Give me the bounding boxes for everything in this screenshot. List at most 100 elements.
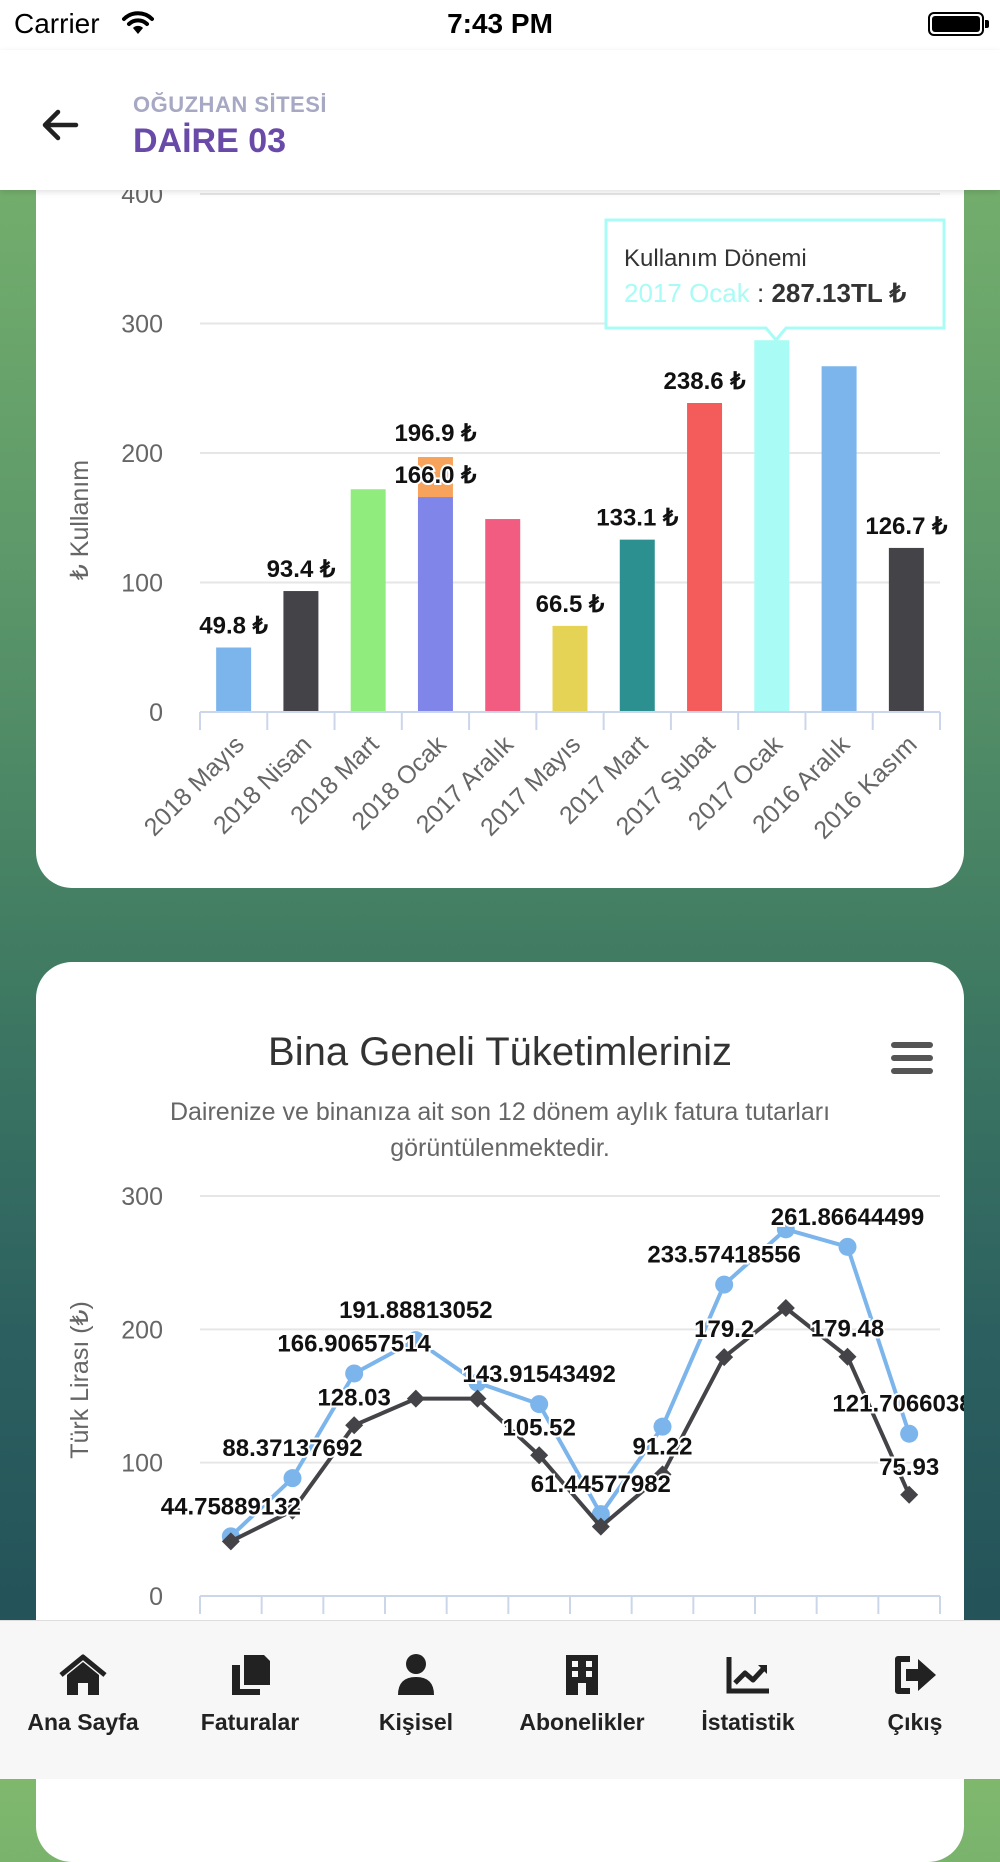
- bar[interactable]: [485, 519, 521, 712]
- data-point[interactable]: [900, 1485, 919, 1504]
- y-tick-label: 100: [121, 570, 163, 598]
- series-line: [229, 1306, 911, 1544]
- data-point[interactable]: [776, 1220, 795, 1239]
- bar[interactable]: [888, 547, 924, 712]
- data-point[interactable]: [653, 1465, 672, 1484]
- data-point[interactable]: [715, 1275, 734, 1294]
- building-icon: [566, 1655, 598, 1695]
- data-label: 238.6 ₺: [664, 368, 747, 395]
- nav-subscriptions[interactable]: Abonelikler: [507, 1653, 657, 1736]
- data-label: 128.03: [317, 1384, 390, 1411]
- data-point[interactable]: [283, 1501, 302, 1520]
- data-point[interactable]: [406, 1389, 425, 1408]
- battery-icon: [928, 12, 989, 36]
- data-label: 179.2: [694, 1316, 754, 1343]
- tooltip: Kullanım Dönemi 2017 Ocak : 287.13TL ₺: [604, 218, 946, 343]
- nav-label: Ana Sayfa: [27, 1709, 139, 1735]
- data-point[interactable]: [591, 1517, 610, 1536]
- y-tick-label: 200: [121, 440, 163, 468]
- y-axis-label: ₺ Kullanım: [66, 460, 94, 580]
- data-point[interactable]: [345, 1364, 364, 1383]
- bar[interactable]: [754, 340, 790, 712]
- data-point[interactable]: [283, 1469, 302, 1488]
- data-label: 143.91543492: [462, 1361, 616, 1388]
- bar[interactable]: [350, 489, 386, 712]
- sign-out-icon: [895, 1656, 936, 1694]
- data-label: 44.75889132: [161, 1493, 301, 1520]
- data-point[interactable]: [715, 1348, 734, 1367]
- bar[interactable]: [552, 625, 588, 712]
- data-label: 126.7 ₺: [865, 513, 948, 540]
- data-point[interactable]: [468, 1389, 487, 1408]
- data-point[interactable]: [530, 1395, 549, 1414]
- nav-label: Abonelikler: [519, 1709, 645, 1735]
- nav-logout[interactable]: Çıkış: [840, 1653, 990, 1736]
- series: [221, 1220, 919, 1551]
- data-label: 133.1 ₺: [596, 505, 679, 532]
- data-label: 75.93: [879, 1454, 939, 1481]
- y-tick-label: 0: [149, 699, 163, 727]
- data-point[interactable]: [838, 1237, 857, 1256]
- data-label: 61.44577982: [531, 1471, 671, 1498]
- nav-invoices[interactable]: Faturalar: [175, 1653, 325, 1736]
- data-point[interactable]: [900, 1424, 919, 1443]
- clock: 7:43 PM: [447, 8, 553, 39]
- nav-statistics[interactable]: İstatistik: [673, 1653, 823, 1736]
- home-icon: [59, 1654, 107, 1695]
- tooltip-series: 2017 Ocak: [624, 278, 751, 308]
- building-line-chart[interactable]: 0 100 200 300 Türk Lirası (₺) 44.75889132 88…: [36, 962, 964, 1862]
- hamburger-menu-icon[interactable]: [891, 1042, 933, 1074]
- data-point[interactable]: [653, 1417, 672, 1436]
- bar-stack[interactable]: [417, 457, 453, 498]
- data-label: 191.88813052: [339, 1297, 493, 1324]
- documents-icon: [232, 1655, 270, 1695]
- data-labels: 49.8 ₺ 93.4 ₺ 166.0 ₺ 196.9 ₺ 66.5 ₺ 133.1 ₺ 2…: [197, 305, 950, 641]
- data-point[interactable]: [221, 1532, 240, 1551]
- data-point[interactable]: [776, 1299, 795, 1317]
- chart-subtitle: Dairenize ve binanıza ait son 12 dönem a…: [169, 1098, 831, 1162]
- data-label: 88.37137692: [222, 1435, 362, 1462]
- back-arrow-icon[interactable]: [40, 108, 80, 142]
- nav-label: Faturalar: [200, 1709, 300, 1735]
- status-bar: Carrier 7:43 PM: [0, 0, 1000, 50]
- data-point[interactable]: [838, 1347, 857, 1366]
- data-label: 49.8 ₺: [199, 613, 268, 640]
- bar[interactable]: [619, 539, 655, 712]
- nav-label: Çıkış: [887, 1709, 943, 1735]
- data-label: 233.57418556: [647, 1242, 801, 1269]
- data-point[interactable]: [345, 1416, 364, 1435]
- data-point[interactable]: [530, 1446, 549, 1465]
- bottom-nav: Ana Sayfa Faturalar Kişisel Abonelikler …: [0, 1620, 1000, 1779]
- y-tick-label: 0: [149, 1583, 163, 1611]
- y-tick-label: 100: [121, 1450, 163, 1478]
- bar[interactable]: [283, 591, 319, 712]
- data-label: 105.52: [502, 1414, 575, 1441]
- nav-home[interactable]: Ana Sayfa: [8, 1653, 158, 1736]
- carrier-label: Carrier: [14, 8, 100, 39]
- bar[interactable]: [417, 497, 453, 712]
- bar[interactable]: [821, 366, 857, 712]
- tooltip-value: 287.13TL ₺: [771, 278, 906, 308]
- bar[interactable]: [687, 403, 723, 712]
- chart-title: Bina Geneli Tüketimleriniz: [268, 1030, 732, 1074]
- data-label: 91.22: [632, 1433, 692, 1460]
- wifi-icon: [122, 10, 154, 41]
- nav-label: Kişisel: [378, 1709, 454, 1735]
- data-point[interactable]: [468, 1373, 487, 1392]
- tooltip-colon: :: [757, 278, 771, 308]
- data-label: 166.90657514: [277, 1330, 431, 1357]
- nav-personal[interactable]: Kişisel: [341, 1653, 491, 1736]
- stack-label: 196.9 ₺: [394, 420, 477, 447]
- bar[interactable]: [216, 647, 252, 712]
- page-title: DAİRE 03: [133, 122, 287, 160]
- data-label: 93.4 ₺: [267, 556, 336, 583]
- bars: [216, 340, 924, 712]
- data-label: 261.86644499: [771, 1204, 925, 1231]
- tooltip-line: 2017 Ocak : 287.13TL ₺: [624, 278, 906, 308]
- data-label: 179.48: [811, 1316, 884, 1343]
- data-point[interactable]: [406, 1331, 425, 1350]
- data-label: 166.0 ₺: [394, 462, 477, 489]
